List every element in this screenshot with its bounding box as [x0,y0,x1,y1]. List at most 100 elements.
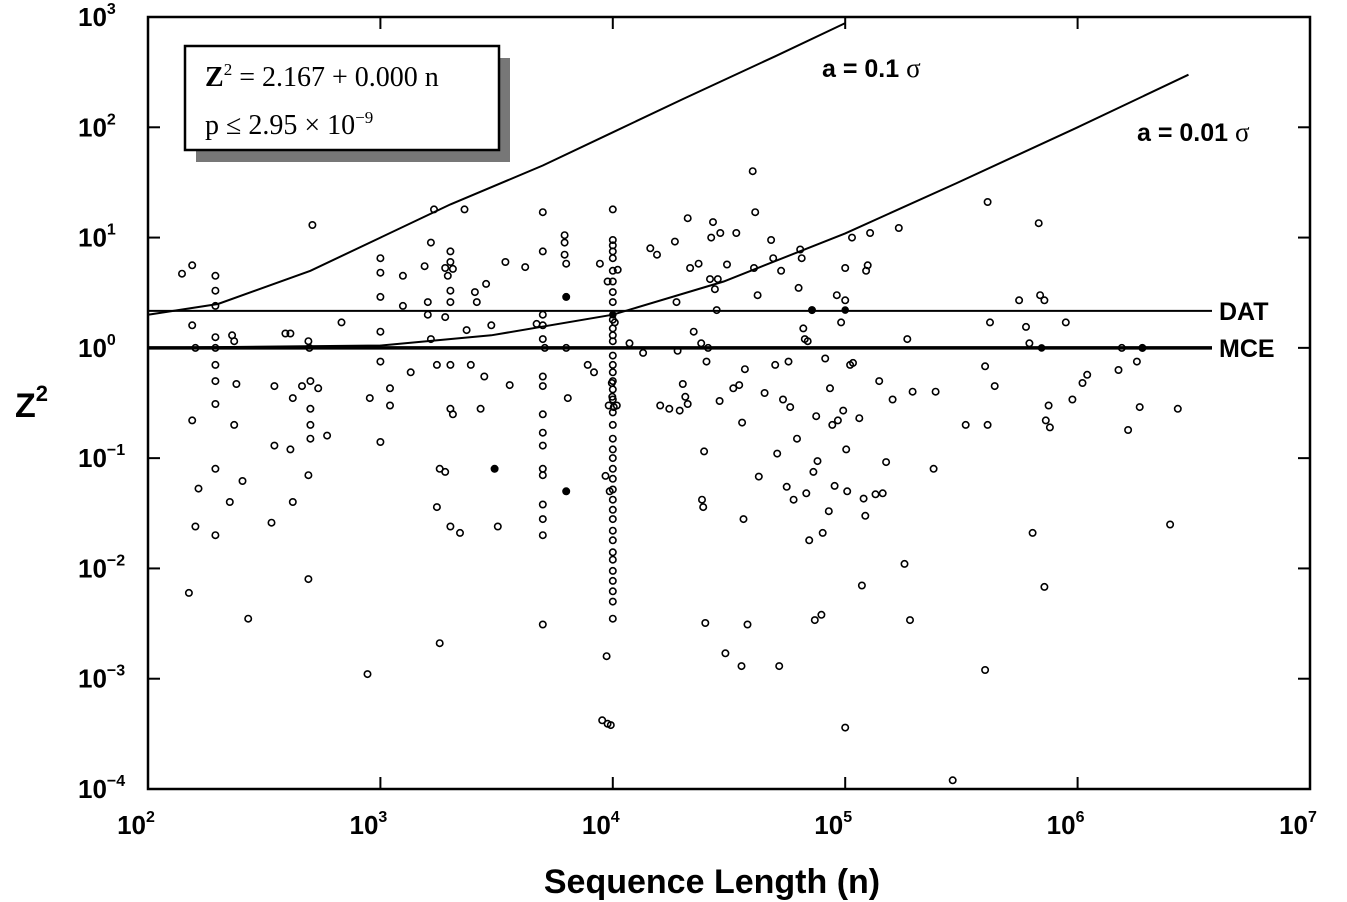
data-point [188,321,197,330]
data-point [1068,395,1077,404]
x-axis-label: Sequence Length (n) [544,863,880,901]
x-tick-label: 102 [117,809,155,840]
data-point [441,467,450,476]
data-point [487,321,496,330]
data-point [423,310,432,319]
data-point [882,458,891,467]
axes [146,15,1312,791]
data-point [866,229,875,238]
data-point [1078,378,1087,387]
data-point [448,264,457,273]
data-point [365,394,374,403]
data-point [608,385,617,394]
data-point [1061,318,1070,327]
model-curves [147,22,1189,349]
data-point [983,198,992,207]
data-point [608,360,617,369]
data-point [813,457,822,466]
data-point [981,362,990,371]
plot-frame [146,15,1312,791]
data-point [704,343,713,352]
tick-labels: 102 103 104 105 106 107 103 102 101 100 10−1 10−2 10… [78,1,1317,840]
data-point [211,343,220,352]
ref-label-dat: DAT [1219,298,1269,326]
data-point [796,245,805,254]
x-tick-label: 105 [814,809,852,840]
data-point [608,368,617,377]
data-point [376,357,385,366]
data-point [961,420,970,429]
data-point [929,464,938,473]
data-point [802,489,811,498]
data-point-filled [1037,344,1046,352]
data-point [288,497,297,506]
data-point [697,339,706,348]
data-point [446,257,455,266]
data-point [847,233,856,242]
data-point [446,298,455,307]
data-point [608,576,617,585]
data-point [608,408,617,417]
data-point [538,382,547,391]
data-point [699,503,708,512]
data-point [743,620,752,629]
data-point [716,229,725,238]
data-point [608,505,617,514]
data-point [304,337,313,346]
data-point [678,379,687,388]
data-point-filled [490,464,499,473]
data-point [501,257,510,266]
data-point [604,401,613,410]
data-point [188,416,197,425]
data-point [981,665,990,674]
data-point [782,482,791,491]
data-point [608,324,617,333]
data-point [211,399,220,408]
data-point [775,662,784,671]
data-point [985,318,994,327]
data-point [670,237,679,246]
data-point [521,263,530,272]
data-point [538,620,547,629]
data-point [446,522,455,531]
data-point [598,716,607,725]
data-point [1173,404,1182,413]
data-point [308,221,317,230]
data-point [825,384,834,393]
data-point [673,346,682,355]
data-point [230,420,239,429]
data-point [1114,365,1123,374]
data-point [540,343,549,352]
data-point [894,224,903,233]
data-point-filled [808,306,816,314]
data-point [857,581,866,590]
data-point [562,259,571,268]
data-point [1040,296,1049,305]
data-point [613,265,622,274]
data-point [799,324,808,333]
curve-label: a = 0.1 σ [822,53,921,83]
data-point [797,254,806,263]
data-point [871,490,880,499]
data-point [270,382,279,391]
data-point [432,360,441,369]
data-point [689,327,698,336]
data-point [841,263,850,272]
data-point [794,283,803,292]
data-point [803,337,812,346]
data-point [306,404,315,413]
data-point [686,263,695,272]
fit-equation: Z2 = 2.167 + 0.000 n [205,60,439,93]
data-point [608,526,617,535]
data-point [681,392,690,401]
data-point [230,337,239,346]
data-point [466,360,475,369]
data-point [608,337,617,346]
data-point [824,507,833,516]
data-point [446,247,455,256]
data-point [595,259,604,268]
data-point [753,291,762,300]
data-point [1034,219,1043,228]
data-point [712,306,721,315]
data-point [1135,403,1144,412]
